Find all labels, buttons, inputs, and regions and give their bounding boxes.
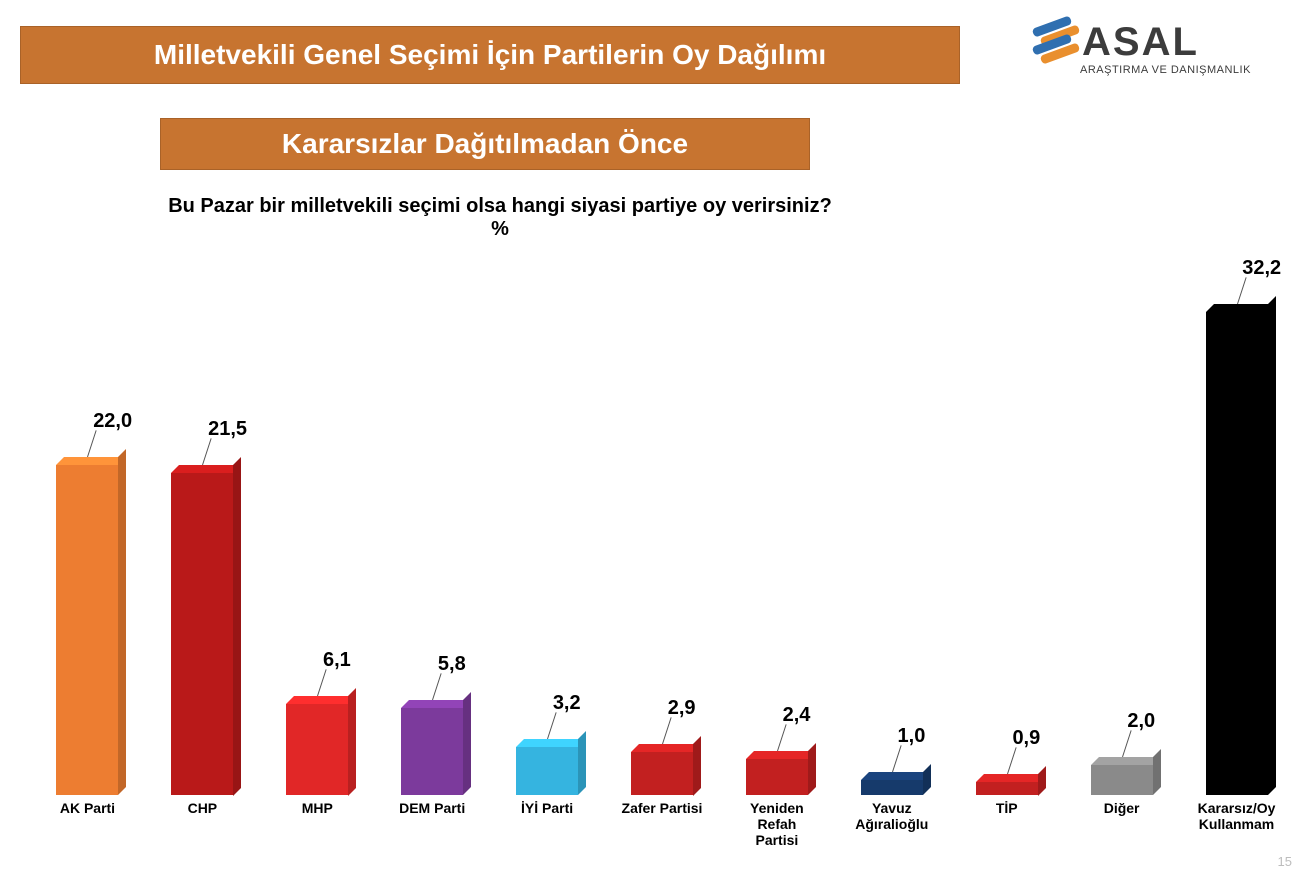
x-axis-label: TİP [949,800,1064,865]
bar-slot: 32,2 [1179,312,1294,795]
bar-value: 22,0 [93,410,132,433]
bar-slot: 3,2 [490,747,605,795]
x-axis-label: DEM Parti [375,800,490,865]
sub-title-text: Kararsızlar Dağıtılmadan Önce [282,128,688,160]
bar-slot: 22,0 [30,465,145,795]
bar [401,708,463,795]
bar-slot: 5,8 [375,708,490,795]
main-title-text: Milletvekili Genel Seçimi İçin Partileri… [154,39,826,71]
sub-title-bar: Kararsızlar Dağıtılmadan Önce [160,118,810,170]
logo-word: ASAL [1082,22,1199,62]
x-axis-labels: AK PartiCHPMHPDEM PartiİYİ PartiZafer Pa… [30,800,1294,865]
bar-slot: 6,1 [260,704,375,796]
bar [746,759,808,795]
bar [631,752,693,796]
x-axis-label: Zafer Partisi [605,800,720,865]
bar-value: 3,2 [553,692,581,715]
bar-slot: 2,4 [719,759,834,795]
main-title-bar: Milletvekili Genel Seçimi İçin Partileri… [20,26,960,84]
bar [976,782,1038,796]
bar-chart: 22,021,56,15,83,22,92,41,00,92,032,2 [30,300,1294,795]
bar-slot: 2,0 [1064,765,1179,795]
x-axis-label: Yeniden Refah Partisi [719,800,834,865]
x-axis-label: CHP [145,800,260,865]
bar-slot: 2,9 [605,752,720,796]
page-number: 15 [1278,854,1292,869]
bar-value: 32,2 [1242,257,1281,280]
bar [861,780,923,795]
bar-value: 1,0 [898,725,926,748]
bar [516,747,578,795]
bar-slot: 0,9 [949,782,1064,796]
x-axis-label: AK Parti [30,800,145,865]
x-axis-label: Yavuz Ağıralioğlu [834,800,949,865]
bar-value: 21,5 [208,418,247,441]
bar-slot: 21,5 [145,473,260,796]
logo-mark-icon [1036,22,1076,62]
bar-value: 6,1 [323,649,351,672]
survey-question: Bu Pazar bir milletvekili seçimi olsa ha… [120,195,880,241]
bar-value: 2,4 [783,704,811,727]
x-axis-label: Diğer [1064,800,1179,865]
bar [286,704,348,796]
bar [1206,312,1268,795]
bar-value: 2,9 [668,697,696,720]
bar-slot: 1,0 [834,780,949,795]
logo-subtitle: ARAŞTIRMA VE DANIŞMANLIK [1080,64,1286,76]
bar [56,465,118,795]
brand-logo: ASAL ARAŞTIRMA VE DANIŞMANLIK [1036,22,1286,76]
bar [171,473,233,796]
bar-value: 5,8 [438,653,466,676]
bar [1091,765,1153,795]
bar-value: 2,0 [1127,710,1155,733]
bar-value: 0,9 [1012,727,1040,750]
x-axis-label: İYİ Parti [490,800,605,865]
x-axis-label: MHP [260,800,375,865]
